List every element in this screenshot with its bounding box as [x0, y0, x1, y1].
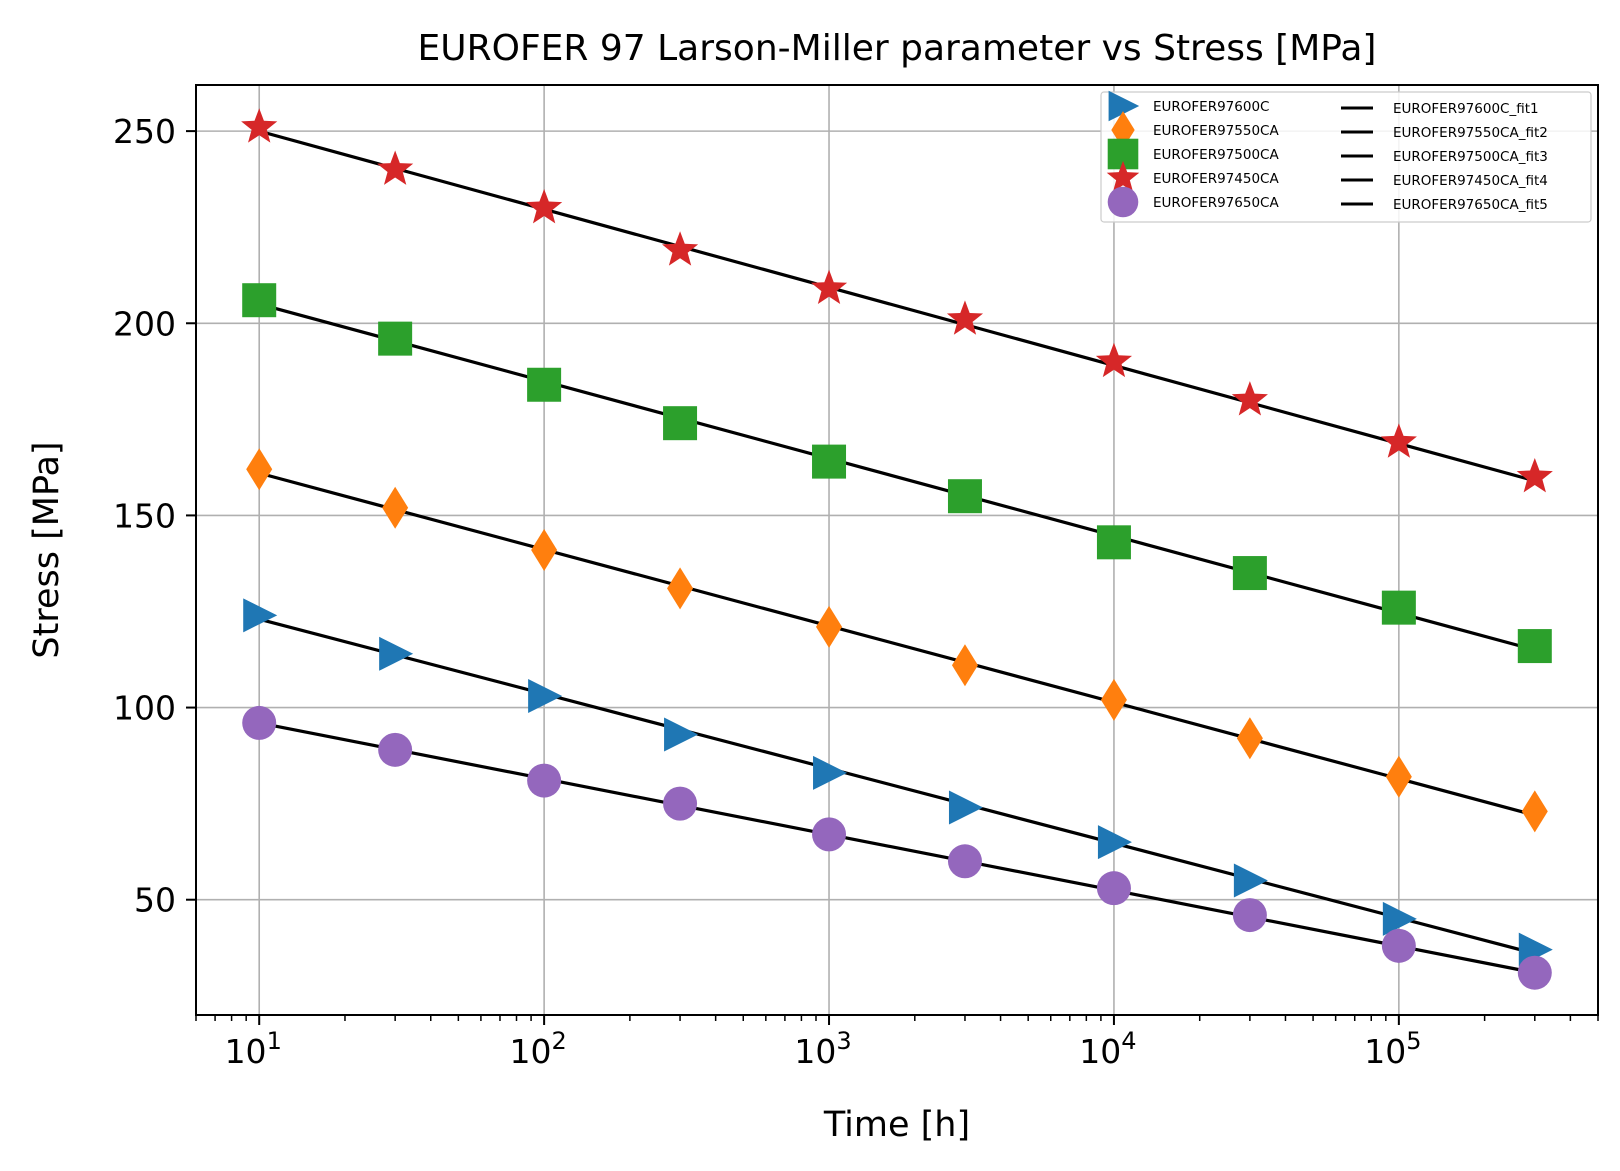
data-point: [527, 763, 562, 798]
data-point: [1096, 871, 1131, 906]
data-point: [812, 817, 847, 852]
legend-label: EUROFER97500CA_fit3: [1393, 149, 1548, 165]
fit-line: [258, 129, 1536, 483]
legend-marker: [1108, 90, 1140, 122]
data-point: [1516, 457, 1553, 493]
legend-label: EUROFER97450CA: [1153, 171, 1279, 187]
y-tick-label: 200: [113, 304, 176, 343]
data-point: [1096, 525, 1131, 560]
x-tick-label: 103: [794, 1027, 851, 1071]
data-point: [1381, 590, 1416, 625]
data-point: [1100, 678, 1127, 721]
data-point: [667, 567, 694, 610]
legend-marker: [1107, 186, 1139, 218]
data-point: [526, 188, 563, 224]
legend-label: EUROFER97600C_fit1: [1393, 101, 1539, 117]
data-point: [1385, 755, 1412, 798]
data-point: [1232, 556, 1267, 591]
data-point: [1095, 342, 1133, 378]
plot-frame: [195, 84, 1599, 1016]
y-tick-label: 100: [113, 689, 176, 728]
axis-ticks: 101 102 103 104 105 50 100 150 200 250: [113, 112, 1599, 1071]
data-point: [1380, 423, 1417, 458]
legend-label: EUROFER97550CA_fit2: [1393, 125, 1548, 141]
data-point: [816, 605, 843, 648]
data-point: [378, 321, 413, 356]
data-point: [813, 755, 848, 790]
data-point: [1381, 928, 1416, 963]
data-point: [946, 300, 984, 335]
x-tick-label: 104: [1079, 1027, 1136, 1071]
data-point: [947, 479, 982, 514]
data-point: [663, 406, 698, 441]
data-point: [810, 269, 848, 305]
legend-marker: [1106, 160, 1140, 192]
data-point: [531, 529, 558, 571]
data-point: [378, 732, 413, 767]
data-point: [246, 448, 273, 491]
chart-title: EUROFER 97 Larson-Miller parameter vs St…: [418, 28, 1377, 69]
data-point: [951, 644, 978, 687]
data-point: [1517, 955, 1552, 990]
data-point: [382, 486, 409, 529]
legend-label: EUROFER97450CA_fit4: [1393, 173, 1548, 189]
fit-line: [258, 721, 1536, 975]
data-point: [528, 679, 563, 714]
data-point: [663, 786, 698, 821]
x-tick-label: 102: [509, 1027, 566, 1071]
y-axis-label: Stress [MPa]: [27, 441, 67, 658]
fit-line: [258, 471, 1536, 817]
data-point: [243, 598, 278, 633]
y-tick-label: 250: [113, 112, 176, 151]
legend-label: EUROFER97600C: [1153, 99, 1269, 115]
x-tick-label: 105: [1364, 1027, 1421, 1071]
legend-label: EUROFER97500CA: [1153, 147, 1279, 163]
x-tick-label: 101: [225, 1027, 282, 1071]
data-point: [1517, 629, 1552, 664]
y-tick-label: 50: [134, 881, 176, 920]
data-point: [812, 444, 847, 479]
data-point: [661, 231, 699, 266]
data-point: [1382, 901, 1417, 936]
data-point: [1231, 381, 1268, 416]
data-point: [948, 790, 983, 825]
data-point: [377, 150, 414, 185]
data-point: [242, 283, 277, 318]
legend-label: EUROFER97650CA: [1153, 195, 1279, 211]
legend-label: EUROFER97650CA_fit5: [1393, 197, 1548, 213]
data-point: [664, 717, 699, 752]
legend-label: EUROFER97550CA: [1153, 123, 1279, 139]
fit-line: [258, 302, 1536, 652]
legend: EUROFER97600C EUROFER97550CA EUROFER97500C…: [1100, 90, 1592, 223]
data-point: [241, 108, 278, 143]
data-point: [1097, 825, 1132, 860]
fit-lines: [258, 129, 1536, 975]
data-point: [947, 844, 982, 879]
data-point: [379, 636, 414, 671]
data-point: [1521, 790, 1548, 833]
data-points: [241, 108, 1553, 990]
y-tick-label: 150: [113, 496, 176, 535]
fit-line: [258, 617, 1536, 956]
data-point: [527, 367, 562, 402]
x-axis-label: Time [h]: [823, 1105, 970, 1145]
data-point: [1236, 717, 1263, 760]
data-point: [1233, 863, 1268, 898]
data-point: [1232, 898, 1267, 933]
data-point: [242, 705, 277, 740]
